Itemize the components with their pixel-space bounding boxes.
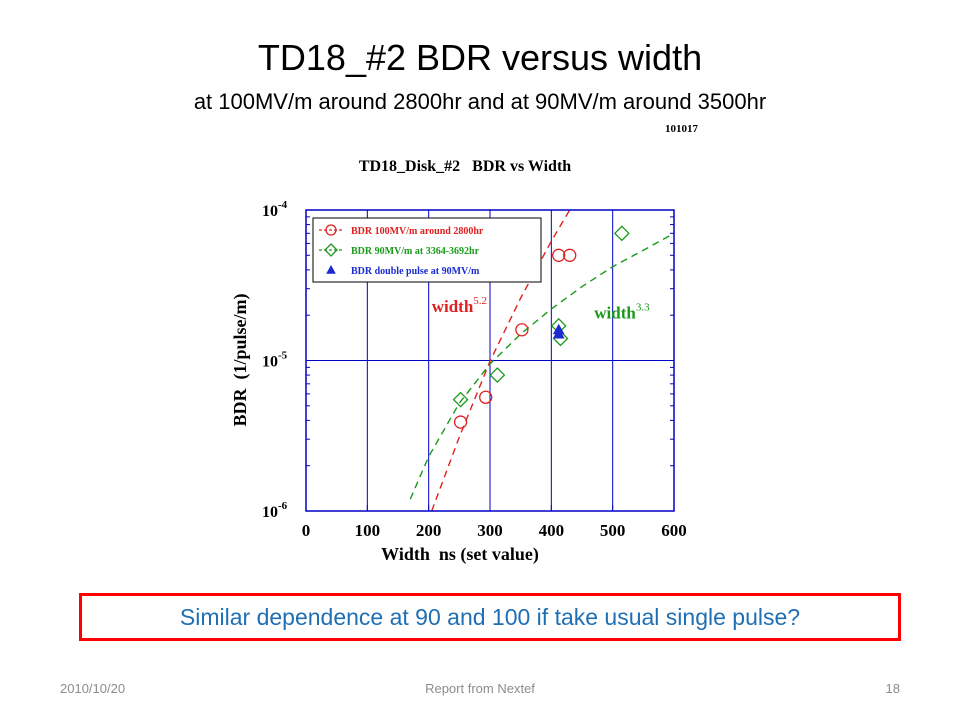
axis-ticks: 0 100 200 300 400 500 600 10-6 10-5 10-4	[262, 199, 687, 540]
data-markers	[452, 225, 630, 429]
callout-box: Similar dependence at 90 and 100 if take…	[79, 593, 901, 641]
legend-label: BDR 90MV/m at 3364-3692hr	[351, 246, 480, 257]
chart-stamp: 101017	[665, 123, 699, 135]
y-tick-label: 10-5	[262, 350, 288, 371]
circle-marker	[552, 248, 566, 262]
legend-label: BDR 100MV/m around 2800hr	[351, 226, 484, 237]
legend-box	[312, 217, 542, 283]
fit-label: width3.3	[594, 302, 650, 323]
fit-curves: width5.2 width3.3	[409, 209, 675, 512]
y-axis-label: BDR (1/pulse/m)	[230, 293, 251, 426]
fit-curve	[409, 232, 675, 500]
bdr-vs-width-chart: 101017 TD18_Disk_#2 BDR vs Width width5.…	[230, 123, 699, 565]
circle-marker	[453, 415, 468, 429]
diamond-marker	[613, 225, 630, 242]
footer-date: 2010/10/20	[60, 681, 126, 696]
circle-marker	[325, 224, 337, 236]
slide-title: TD18_#2 BDR versus width	[257, 37, 703, 78]
chart-title: TD18_Disk_#2 BDR vs Width	[359, 158, 571, 175]
y-tick-label: 10-6	[262, 500, 288, 521]
y-tick-label: 10-4	[262, 199, 288, 220]
page-number: 18	[885, 681, 900, 696]
legend-label: BDR double pulse at 90MV/m	[351, 266, 480, 277]
x-tick-label: 600	[661, 521, 687, 540]
diamond-marker	[452, 391, 469, 408]
x-tick-label: 200	[416, 521, 442, 540]
x-axis-label: Width ns (set value)	[381, 544, 539, 565]
circle-marker	[563, 248, 577, 262]
x-tick-label: 300	[477, 521, 503, 540]
diamond-marker	[324, 243, 338, 257]
triangle-marker	[552, 327, 565, 339]
x-tick-label: 100	[355, 521, 381, 540]
diamond-marker	[489, 367, 506, 384]
triangle-marker	[326, 264, 336, 274]
x-tick-label: 0	[302, 521, 311, 540]
x-tick-label: 400	[539, 521, 565, 540]
fit-curve	[431, 209, 571, 512]
chart-legend: BDR 100MV/m around 2800hr BDR 90MV/m at 3…	[312, 217, 542, 283]
footer-title: Report from Nextef	[425, 681, 535, 696]
circle-marker	[479, 390, 493, 404]
slide-subtitle: at 100MV/m around 2800hr and at 90MV/m a…	[193, 89, 767, 114]
fit-label: width5.2	[432, 295, 487, 316]
circle-marker	[515, 323, 529, 337]
x-tick-label: 500	[600, 521, 626, 540]
